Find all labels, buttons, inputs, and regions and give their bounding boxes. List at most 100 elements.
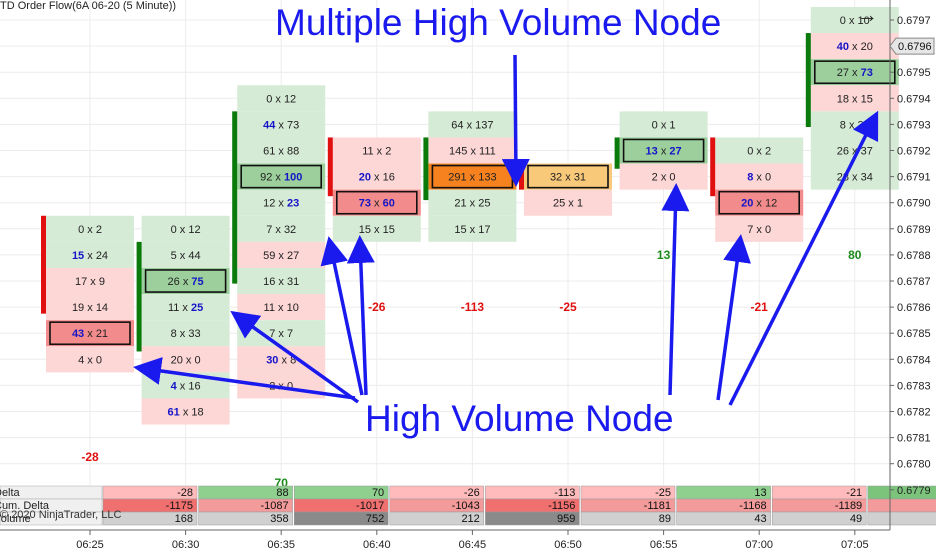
summary-value: 212 xyxy=(461,513,479,525)
footprint-cell xyxy=(428,189,517,216)
footprint-cell xyxy=(428,163,517,190)
cell-label: 18 x 15 xyxy=(837,93,873,105)
footprint-cell xyxy=(46,294,134,321)
summary-value: 752 xyxy=(366,513,384,525)
summary-value: -26 xyxy=(464,487,480,499)
hvn-box xyxy=(718,190,801,215)
cell-label: 7 x 0 xyxy=(747,224,771,236)
summary-value: -21 xyxy=(846,487,862,499)
summary-value: -1087 xyxy=(260,500,288,512)
summary-cell xyxy=(867,498,936,513)
cell-label: 291 x 133 xyxy=(448,172,496,184)
cell-label: 7 x 7 xyxy=(269,328,293,340)
annotation-layer xyxy=(133,54,879,406)
price-tick-label: 0.6787 xyxy=(897,276,931,288)
candle-body xyxy=(710,137,716,197)
cell-label: 12 x 23 xyxy=(263,198,299,210)
cell-label: 8 x 38 xyxy=(840,119,870,131)
footprint-cell xyxy=(237,163,326,190)
footprint-cell xyxy=(332,137,421,164)
current-price-marker xyxy=(889,37,935,55)
price-tick-label: 0.6794 xyxy=(897,93,931,105)
cell-label: 32 x 31 xyxy=(550,172,586,184)
price-tick-label: 0.6797 xyxy=(897,15,931,27)
summary-cell xyxy=(389,511,485,526)
cell-label: 59 x 27 xyxy=(263,250,299,262)
summary-value: -1017 xyxy=(356,500,384,512)
price-tick-label: 0.6785 xyxy=(897,328,931,340)
summary-row-header xyxy=(0,511,103,526)
summary-table: Delta -28 88 70 -26 -113 -25 13 -21 Cum. Delta -11… xyxy=(0,485,936,526)
price-tick-label: 0.6788 xyxy=(897,250,931,262)
cell-label: 11 x 25 xyxy=(168,302,203,314)
footprint-cell xyxy=(141,320,230,347)
price-tick-label: 0.6786 xyxy=(897,302,931,314)
summary-value: 49 xyxy=(850,513,862,525)
bar-delta-label: 80 xyxy=(848,248,862,262)
footprint-cell xyxy=(237,372,326,399)
cell-label: 11 x 10 xyxy=(264,302,299,314)
footprint-cell xyxy=(237,85,326,112)
footprint-cell xyxy=(715,189,804,216)
time-tick-label: 06:40 xyxy=(363,539,391,551)
annotation-arrow xyxy=(133,357,356,400)
annotation-arrow xyxy=(346,235,375,396)
summary-value: -1189 xyxy=(835,500,862,512)
copyright-text: © 2020 NinjaTrader, LLC xyxy=(0,509,121,521)
footprint-cell xyxy=(332,189,421,216)
cell-label: 20 x 16 xyxy=(359,172,395,184)
footprint-cell xyxy=(141,241,230,268)
price-tick-label: 0.6783 xyxy=(897,380,931,392)
time-tick-label: 07:05 xyxy=(841,539,869,551)
cell-label: 0 x 10 xyxy=(840,15,870,27)
price-tick-label: 0.6791 xyxy=(897,172,931,184)
time-tick-label: 06:50 xyxy=(554,539,582,551)
scroll-right-arrow-icon[interactable]: → xyxy=(856,2,878,27)
footprint-cell xyxy=(237,137,326,164)
cell-label: 8 x 33 xyxy=(171,328,201,340)
time-tick-label: 06:25 xyxy=(76,539,104,551)
cell-label: 4 x 0 xyxy=(78,354,102,366)
summary-cell xyxy=(580,511,676,526)
footprint-cell xyxy=(810,33,899,60)
footprint-cell xyxy=(46,346,134,373)
footprint-cell xyxy=(810,59,899,86)
cell-label: 26 x 37 xyxy=(837,146,873,158)
hvn-box xyxy=(335,190,418,215)
price-tick-label: 0.6784 xyxy=(897,354,931,366)
candle-body xyxy=(136,241,142,352)
cell-label: 15 x 17 xyxy=(454,224,490,236)
cell-label: 16 x 31 xyxy=(263,276,299,288)
summary-cell xyxy=(676,511,771,526)
footprint-cell xyxy=(237,189,326,216)
price-tick-label: 0.6779 xyxy=(897,485,931,497)
footprint-cell xyxy=(141,267,230,295)
footprint-cell xyxy=(46,267,134,295)
footprint-cell xyxy=(141,215,230,242)
cell-label: 145 x 111 xyxy=(449,146,496,158)
time-axis: 06:25 06:30 06:35 06:40 06:45 06:50 06:55 07:00… xyxy=(0,529,890,551)
hvn-box xyxy=(49,321,131,346)
hvn-box xyxy=(622,138,705,163)
summary-value: -1181 xyxy=(644,500,671,512)
annotation-multiple-hvn: Multiple High Volume Node xyxy=(275,2,721,43)
footprint-cell xyxy=(428,215,517,242)
candle-body xyxy=(519,163,524,190)
footprint-cell xyxy=(619,137,708,164)
bar-delta-label: -21 xyxy=(751,300,769,314)
cell-label: 8 x 0 xyxy=(747,172,771,184)
summary-value: 89 xyxy=(659,513,671,525)
summary-value: -1175 xyxy=(166,500,193,512)
summary-value: -1043 xyxy=(452,500,480,512)
footprint-cell xyxy=(428,137,517,164)
time-tick-label: 06:35 xyxy=(267,539,295,551)
footprint-cell xyxy=(46,241,134,268)
cell-label: 4 x 16 xyxy=(171,380,201,392)
summary-cell xyxy=(293,511,389,526)
price-tick-label: 0.6781 xyxy=(897,433,931,445)
footprint-cell xyxy=(237,215,326,242)
price-axis: 0.6797 0.6796 0.6795 0.6794 0.6793 0.6792 0.67… xyxy=(889,0,935,530)
footprint-cell xyxy=(715,137,804,164)
summary-value: -113 xyxy=(554,487,575,499)
